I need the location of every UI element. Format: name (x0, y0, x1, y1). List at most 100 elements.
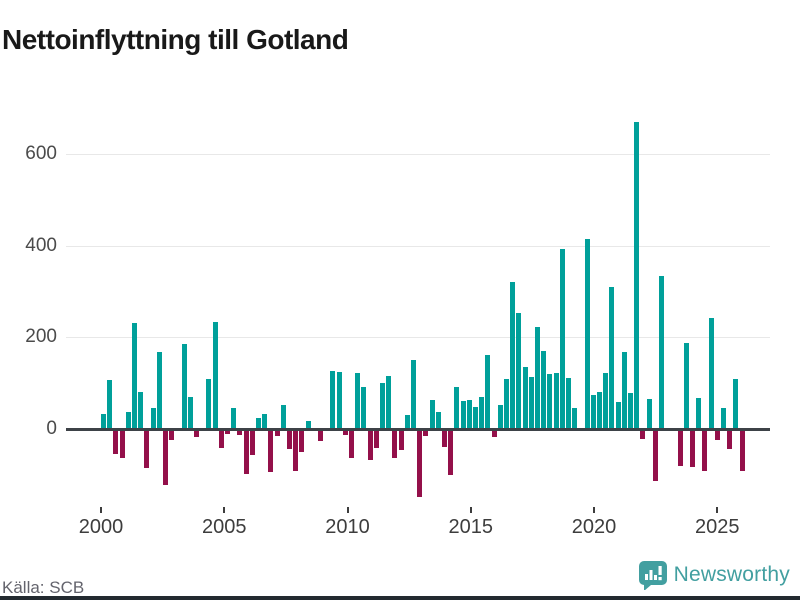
bar-2025-Q3 (733, 379, 739, 429)
bar-2023-Q4 (690, 430, 695, 467)
bar-2011-Q2 (380, 383, 385, 429)
bottom-strip (0, 596, 800, 600)
bar-2007-Q2 (280, 405, 286, 429)
bar-2009-Q4 (342, 430, 348, 436)
x-tick-2025 (716, 507, 719, 513)
bar-2002-Q1 (150, 407, 156, 429)
bar-2007-Q4 (293, 430, 299, 472)
bar-2002-Q4 (169, 430, 175, 441)
bar-2010-Q1 (349, 430, 354, 458)
bar-2011-Q1 (373, 430, 379, 449)
bar-2019-Q1 (572, 407, 578, 429)
bar-2024-Q4 (714, 430, 720, 441)
bar-2024-Q1 (696, 397, 702, 429)
bar-2016-Q2 (504, 379, 509, 429)
bar-2006-Q1 (249, 430, 255, 456)
bar-2001-Q1 (125, 412, 131, 429)
bar-2006-Q3 (262, 414, 268, 429)
bar-2012-Q2 (404, 414, 410, 429)
x-axis-label-2015: 2015 (448, 516, 494, 538)
bar-2003-Q2 (181, 343, 187, 429)
bar-2018-Q1 (547, 373, 553, 429)
bar-2006-Q4 (268, 430, 274, 473)
gridline-200 (66, 337, 770, 339)
bar-2021-Q3 (634, 121, 640, 429)
x-tick-2000 (100, 507, 102, 513)
bar-2018-Q4 (566, 378, 571, 429)
bar-2016-Q4 (516, 313, 522, 429)
bar-2014-Q1 (448, 430, 454, 475)
bar-2013-Q2 (429, 399, 435, 429)
bar-2007-Q1 (274, 430, 280, 436)
bar-2015-Q4 (491, 430, 497, 438)
bar-2000-Q1 (101, 414, 106, 429)
bar-2023-Q2 (677, 430, 683, 466)
bar-2005-Q2 (231, 407, 237, 429)
bar-2020-Q3 (609, 286, 615, 429)
bar-2017-Q4 (541, 350, 547, 429)
x-axis-label-2010: 2010 (325, 516, 370, 538)
bar-2020-Q4 (615, 402, 621, 429)
bar-2024-Q2 (702, 430, 708, 472)
bar-2009-Q2 (330, 370, 336, 429)
bar-2020-Q1 (597, 391, 602, 429)
x-tick-2010 (346, 507, 349, 513)
x-tick-2020 (593, 507, 595, 513)
bar-2019-Q4 (590, 395, 596, 429)
bar-2011-Q3 (386, 376, 392, 429)
bar-2004-Q3 (212, 321, 218, 429)
bar-2019-Q3 (584, 238, 590, 429)
bar-2010-Q2 (355, 373, 361, 429)
bar-2012-Q4 (417, 430, 423, 498)
bar-2008-Q1 (299, 430, 305, 452)
bar-2015-Q2 (479, 397, 485, 429)
newsworthy-wordmark: Newsworthy (673, 563, 790, 586)
bar-2004-Q2 (206, 379, 212, 429)
bar-2005-Q4 (243, 430, 249, 474)
bar-2001-Q2 (132, 323, 137, 429)
bar-2009-Q3 (336, 371, 342, 429)
page-title: Nettoinflyttning till Gotland (2, 23, 349, 55)
bar-2000-Q4 (119, 430, 125, 458)
x-tick-2005 (223, 507, 226, 513)
bar-2025-Q1 (721, 407, 726, 429)
bar-2022-Q1 (646, 399, 652, 429)
bar-2017-Q2 (528, 377, 534, 429)
y-axis-label-200: 200 (25, 326, 57, 348)
zero-axis-line (66, 427, 770, 431)
gridline-600 (66, 153, 770, 155)
bar-2015-Q3 (485, 354, 491, 429)
bar-2017-Q3 (535, 326, 540, 429)
gridline-400 (66, 245, 770, 247)
bar-2022-Q2 (652, 430, 658, 481)
bar-2003-Q3 (187, 397, 193, 429)
bar-2001-Q4 (144, 430, 150, 469)
x-axis-label-2025: 2025 (695, 516, 740, 538)
bar-2021-Q2 (628, 392, 633, 429)
bar-2025-Q4 (739, 430, 745, 471)
bar-2013-Q1 (423, 430, 429, 436)
bar-2002-Q3 (163, 430, 168, 485)
bar-2008-Q4 (318, 430, 323, 441)
bar-2012-Q1 (398, 430, 404, 451)
bar-2004-Q4 (218, 430, 224, 449)
bar-2020-Q2 (603, 373, 609, 429)
bar-2012-Q3 (411, 359, 416, 429)
bar-2016-Q1 (497, 405, 503, 429)
newsworthy-logo[interactable]: Newsworthy (638, 560, 790, 591)
x-axis-label-2000: 2000 (78, 516, 124, 538)
bar-2006-Q2 (256, 417, 261, 429)
bar-2005-Q1 (225, 430, 230, 435)
bar-2005-Q3 (237, 430, 243, 436)
x-axis-label-2005: 2005 (202, 516, 247, 538)
newsworthy-icon (638, 560, 668, 591)
x-tick-2015 (469, 507, 472, 513)
bar-2018-Q3 (559, 248, 565, 429)
bar-2025-Q2 (727, 430, 733, 449)
bar-2001-Q3 (138, 392, 144, 429)
bar-2023-Q3 (683, 342, 689, 429)
bar-2017-Q1 (522, 366, 528, 429)
bar-2008-Q2 (305, 420, 311, 429)
